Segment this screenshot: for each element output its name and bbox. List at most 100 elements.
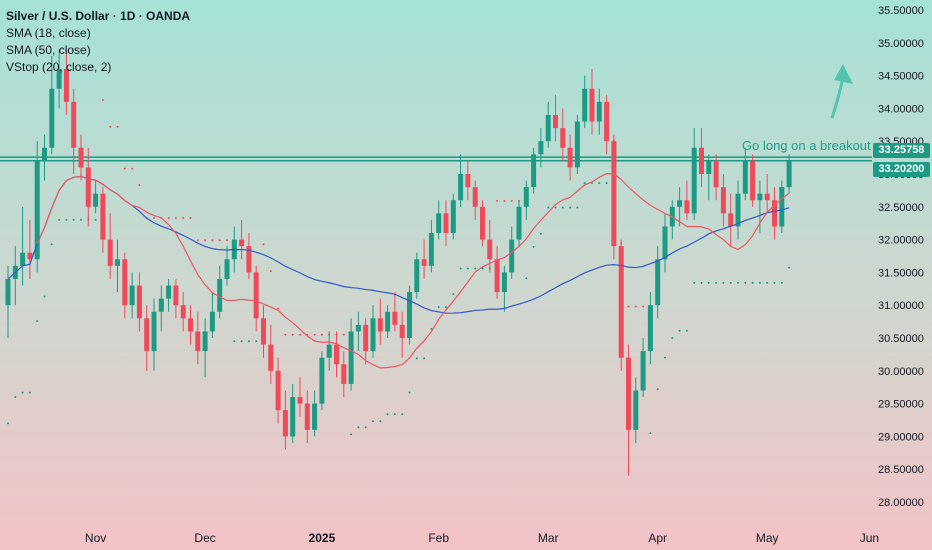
- candle-body[interactable]: [596, 101, 602, 122]
- candle-body[interactable]: [312, 403, 318, 430]
- candle-body[interactable]: [49, 88, 55, 148]
- candle-body[interactable]: [341, 364, 347, 384]
- candle-body[interactable]: [509, 239, 515, 273]
- candle-body[interactable]: [224, 259, 230, 279]
- candle-body[interactable]: [516, 206, 522, 240]
- candle-body[interactable]: [5, 278, 11, 306]
- sma18-line[interactable]: [36, 173, 790, 369]
- sma18-legend[interactable]: SMA (18, close): [6, 26, 91, 40]
- candle-body[interactable]: [618, 246, 624, 358]
- vstop-legend[interactable]: VStop (20, close, 2): [6, 60, 112, 74]
- candle-body[interactable]: [407, 292, 412, 338]
- candle-body[interactable]: [640, 351, 646, 391]
- candle-body[interactable]: [757, 193, 763, 201]
- candle-body[interactable]: [414, 259, 420, 293]
- candle-body[interactable]: [282, 410, 288, 437]
- candle-body[interactable]: [144, 318, 150, 352]
- candle-body[interactable]: [443, 213, 449, 234]
- candle-body[interactable]: [363, 324, 369, 352]
- candle-body[interactable]: [742, 160, 748, 194]
- sma50-legend[interactable]: SMA (50, close): [6, 43, 91, 57]
- candle-body[interactable]: [706, 160, 712, 174]
- candle-body[interactable]: [348, 331, 354, 384]
- candle-body[interactable]: [436, 213, 442, 234]
- candle-body[interactable]: [553, 114, 558, 129]
- candle-body[interactable]: [458, 174, 464, 201]
- candle-body[interactable]: [253, 272, 259, 319]
- candle-body[interactable]: [465, 174, 471, 188]
- candle-body[interactable]: [297, 397, 303, 404]
- candle-body[interactable]: [195, 331, 201, 352]
- candle-body[interactable]: [428, 233, 434, 266]
- candle-body[interactable]: [589, 88, 595, 122]
- candle-body[interactable]: [779, 187, 785, 227]
- candle-body[interactable]: [34, 160, 40, 260]
- candle-body[interactable]: [691, 147, 697, 214]
- candle-body[interactable]: [209, 311, 215, 332]
- candle-body[interactable]: [764, 193, 770, 201]
- candle-body[interactable]: [699, 147, 704, 174]
- candle-body[interactable]: [728, 213, 734, 227]
- candle-body[interactable]: [115, 259, 120, 266]
- candle-body[interactable]: [370, 318, 376, 352]
- candle-body[interactable]: [355, 324, 361, 332]
- candle-body[interactable]: [377, 318, 383, 332]
- candle-body[interactable]: [42, 147, 47, 161]
- candle-body[interactable]: [538, 141, 544, 155]
- candle-body[interactable]: [772, 200, 777, 227]
- candle-body[interactable]: [531, 154, 537, 188]
- candle-body[interactable]: [735, 193, 741, 227]
- candle-body[interactable]: [647, 305, 653, 352]
- candle-body[interactable]: [677, 200, 683, 207]
- candle-body[interactable]: [582, 88, 588, 122]
- candle-body[interactable]: [100, 193, 106, 240]
- candle-body[interactable]: [166, 285, 172, 299]
- candle-body[interactable]: [494, 259, 500, 293]
- breakout-arrow[interactable]: [830, 64, 853, 119]
- candle-body[interactable]: [684, 200, 690, 214]
- candle-body[interactable]: [173, 285, 179, 306]
- candle-body[interactable]: [107, 239, 113, 266]
- candle-body[interactable]: [188, 318, 193, 332]
- candle-body[interactable]: [290, 397, 296, 437]
- candle-body[interactable]: [472, 187, 478, 207]
- candle-body[interactable]: [151, 311, 157, 352]
- candle-body[interactable]: [319, 357, 325, 404]
- candle-body[interactable]: [246, 246, 252, 273]
- candle-body[interactable]: [399, 324, 405, 338]
- candle-body[interactable]: [122, 259, 128, 306]
- candle-body[interactable]: [480, 206, 485, 240]
- sma50-line[interactable]: [7, 175, 790, 314]
- candle-body[interactable]: [604, 101, 610, 142]
- candle-body[interactable]: [304, 403, 310, 430]
- candle-body[interactable]: [633, 390, 639, 430]
- candle-body[interactable]: [71, 101, 77, 148]
- candle-body[interactable]: [239, 239, 245, 247]
- candle-body[interactable]: [720, 187, 726, 214]
- candle-body[interactable]: [63, 69, 69, 102]
- candle-body[interactable]: [129, 285, 135, 306]
- candle-body[interactable]: [385, 311, 391, 332]
- candle-body[interactable]: [713, 160, 719, 188]
- candle-body[interactable]: [180, 305, 186, 319]
- candle-body[interactable]: [487, 239, 493, 260]
- candle-body[interactable]: [574, 121, 580, 168]
- candle-body[interactable]: [158, 298, 164, 312]
- candle-body[interactable]: [93, 193, 99, 207]
- candle-body[interactable]: [275, 370, 281, 411]
- candle-body[interactable]: [56, 69, 62, 89]
- candle-body[interactable]: [421, 259, 427, 266]
- candle-body[interactable]: [626, 357, 631, 430]
- candle-body[interactable]: [545, 114, 551, 142]
- candle-body[interactable]: [20, 252, 26, 266]
- candle-body[interactable]: [786, 160, 792, 188]
- candle-body[interactable]: [655, 259, 661, 306]
- candle-body[interactable]: [560, 128, 566, 148]
- candle-body[interactable]: [326, 344, 332, 358]
- candle-body[interactable]: [450, 200, 456, 234]
- candle-body[interactable]: [78, 147, 84, 168]
- candle-body[interactable]: [27, 252, 33, 260]
- candle-body[interactable]: [261, 318, 266, 345]
- symbol-title[interactable]: Silver / U.S. Dollar · 1D · OANDA: [6, 9, 191, 23]
